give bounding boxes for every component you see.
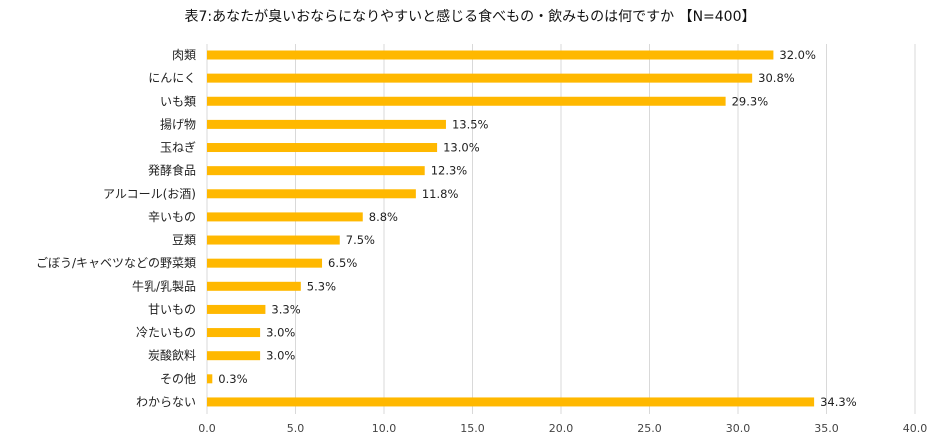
x-tick-label: 25.0: [637, 422, 662, 435]
gridlines: [206, 44, 916, 414]
value-label: 32.0%: [779, 48, 816, 62]
x-tick-label: 15.0: [460, 422, 485, 435]
value-label: 8.8%: [369, 210, 398, 224]
value-label: 3.3%: [271, 302, 300, 316]
category-label: 肉類: [172, 48, 196, 62]
bar: [207, 235, 340, 245]
category-label: いも類: [160, 94, 196, 108]
value-label: 12.3%: [431, 164, 468, 178]
bar: [207, 119, 446, 129]
bar: [207, 166, 425, 176]
bars: [207, 50, 815, 407]
category-label: 炭酸飲料: [148, 348, 196, 363]
bar: [207, 143, 438, 153]
value-label: 3.0%: [266, 326, 295, 340]
category-label: 牛乳/乳製品: [132, 278, 196, 293]
category-label: アルコール(お酒): [103, 187, 196, 201]
bar: [207, 73, 753, 83]
value-label: 5.3%: [307, 279, 336, 293]
x-tick-label: 5.0: [287, 422, 305, 435]
category-label: 揚げ物: [160, 117, 196, 131]
value-label: 0.3%: [218, 372, 247, 386]
value-label: 30.8%: [758, 71, 795, 85]
bar: [207, 328, 261, 338]
bar: [207, 397, 815, 407]
bar: [207, 212, 363, 222]
value-label: 29.3%: [732, 94, 769, 108]
bar: [207, 281, 301, 291]
bar: [207, 258, 323, 268]
x-tick-label: 35.0: [814, 422, 839, 435]
category-label: 玉ねぎ: [160, 141, 196, 155]
value-label: 13.0%: [443, 141, 480, 155]
bar: [207, 304, 266, 314]
bar: [207, 351, 261, 361]
category-label: 辛いもの: [148, 210, 196, 224]
bar: [207, 189, 416, 199]
value-label: 13.5%: [452, 117, 489, 131]
value-label: 11.8%: [422, 187, 459, 201]
chart-title: 表7:あなたが臭いおならになりやすいと感じる食べもの・飲みものは何ですか 【N=…: [184, 9, 756, 25]
x-tick-label: 30.0: [726, 422, 751, 435]
category-label: ごぼう/キャベツなどの野菜類: [36, 255, 196, 270]
category-label: 冷たいもの: [136, 326, 196, 340]
category-label: その他: [160, 372, 196, 386]
bar: [207, 374, 213, 384]
category-label: 発酵食品: [148, 163, 196, 178]
category-label: わからない: [136, 395, 196, 409]
value-label: 6.5%: [328, 256, 357, 270]
x-axis-ticks: 0.0 5.0 10.0 15.0 20.0 25.0 30.0 35.0 40.0: [198, 422, 927, 435]
x-tick-label: 0.0: [198, 422, 216, 435]
value-label: 3.0%: [266, 349, 295, 363]
x-tick-label: 10.0: [372, 422, 397, 435]
category-label: 甘いもの: [148, 302, 196, 316]
bar: [207, 96, 726, 106]
value-label: 7.5%: [346, 233, 375, 247]
value-label: 34.3%: [820, 395, 857, 409]
category-label: 豆類: [172, 233, 196, 247]
category-label: にんにく: [148, 71, 196, 85]
bar: [207, 50, 774, 60]
x-tick-label: 40.0: [903, 422, 928, 435]
x-tick-label: 20.0: [549, 422, 574, 435]
value-labels: 32.0% 30.8% 29.3% 13.5% 13.0% 12.3% 11.8% 8.8% 7…: [218, 48, 856, 409]
